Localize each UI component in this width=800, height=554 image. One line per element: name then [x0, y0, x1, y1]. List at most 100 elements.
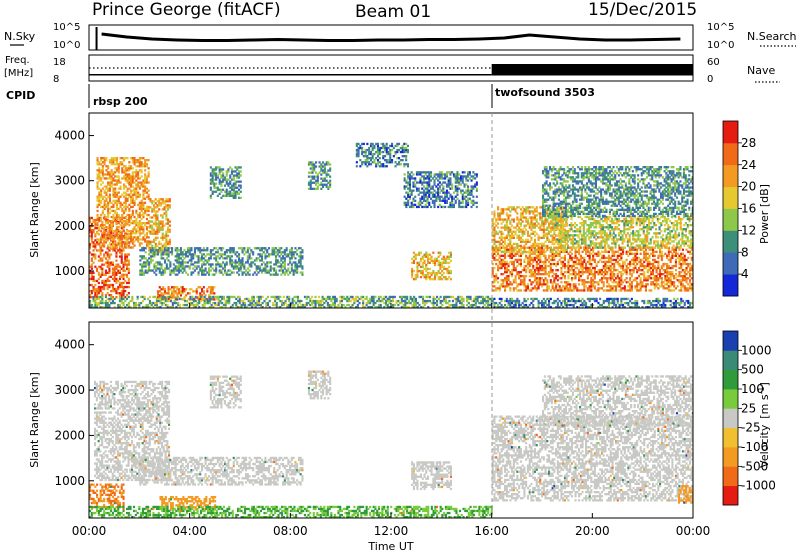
power-cell — [220, 249, 223, 252]
power-cell — [144, 209, 147, 213]
power-cell — [167, 250, 170, 254]
power-cell — [595, 252, 598, 255]
power-cell — [238, 267, 241, 270]
power-cell — [504, 285, 507, 288]
power-cell — [230, 265, 233, 268]
power-cell — [137, 193, 140, 196]
power-cell — [147, 306, 150, 308]
power-cell — [493, 246, 496, 249]
power-cell — [211, 174, 214, 177]
power-cell — [188, 253, 191, 256]
power-cell — [613, 285, 616, 288]
power-cell — [227, 178, 230, 181]
power-cell — [138, 238, 141, 241]
power-cell — [266, 255, 269, 258]
power-cell — [172, 267, 175, 270]
power-cell — [311, 299, 314, 303]
power-cell — [111, 277, 114, 281]
power-cell — [414, 306, 417, 308]
power-cell — [107, 171, 110, 174]
power-cell — [218, 182, 221, 185]
power-cell — [539, 252, 542, 255]
power-cell — [151, 255, 154, 258]
power-cell — [457, 295, 460, 299]
power-cell — [399, 295, 402, 299]
power-cell — [372, 301, 375, 305]
power-cell — [211, 170, 214, 173]
power-cell — [90, 231, 93, 234]
power-cell — [178, 303, 181, 307]
power-cell — [332, 295, 335, 299]
power-cell — [121, 163, 124, 166]
power-cell — [124, 179, 127, 182]
power-cell — [404, 301, 407, 305]
power-cell — [487, 295, 490, 299]
power-cell — [432, 295, 435, 299]
power-cell — [201, 303, 204, 307]
power-cell — [139, 271, 142, 274]
power-cell — [405, 157, 408, 160]
power-cell — [562, 264, 565, 268]
power-cell — [376, 163, 379, 166]
power-cell — [472, 201, 475, 204]
power-cell — [537, 271, 540, 274]
power-cell — [145, 163, 148, 166]
power-cell — [222, 295, 225, 299]
power-cell — [222, 257, 225, 260]
power-cell — [514, 254, 517, 257]
power-cell — [375, 157, 378, 160]
power-cell — [105, 234, 108, 237]
power-cell — [410, 189, 413, 192]
power-cell — [452, 173, 455, 176]
power-cell — [195, 265, 198, 268]
power-cell — [131, 193, 134, 196]
power-cell — [415, 181, 418, 184]
power-cell — [521, 281, 524, 284]
power-cell — [498, 256, 501, 260]
power-cell — [186, 265, 189, 268]
power-cell — [555, 252, 558, 255]
power-cell — [500, 262, 503, 266]
power-cell — [273, 253, 276, 256]
power-cell — [386, 297, 389, 301]
power-cell — [535, 256, 538, 260]
power-cell — [120, 267, 123, 270]
power-cell — [108, 189, 111, 192]
power-cell — [376, 144, 379, 148]
power-cell — [98, 195, 101, 198]
power-cell — [611, 287, 614, 290]
power-cell — [407, 203, 410, 206]
power-cell — [238, 295, 241, 299]
power-cell — [113, 243, 116, 246]
power-cell — [198, 295, 201, 299]
power-cell — [407, 177, 410, 180]
power-cell — [442, 257, 445, 260]
power-cell — [586, 269, 589, 272]
power-cell — [149, 269, 152, 272]
power-cell — [151, 240, 154, 243]
power-cell — [325, 183, 328, 186]
power-cell — [300, 306, 303, 308]
power-cell — [188, 265, 191, 268]
power-cell — [294, 269, 297, 272]
power-cell — [104, 271, 107, 274]
power-cell — [216, 176, 219, 179]
power-cell — [620, 254, 623, 257]
power-cell — [428, 183, 431, 186]
power-cell — [220, 190, 223, 193]
power-cell — [243, 267, 246, 270]
power-cell — [473, 299, 476, 303]
power-cell — [192, 303, 195, 307]
power-cell — [140, 209, 143, 213]
power-cell — [491, 289, 494, 292]
power-cell — [611, 252, 614, 255]
power-cell — [388, 301, 391, 305]
power-cell — [401, 144, 404, 148]
power-cell — [443, 295, 446, 299]
power-cell — [300, 299, 303, 303]
power-cell — [592, 273, 595, 276]
power-cell — [126, 297, 129, 301]
power-cell — [222, 273, 225, 276]
power-cell — [96, 195, 99, 198]
power-cell — [299, 265, 302, 268]
